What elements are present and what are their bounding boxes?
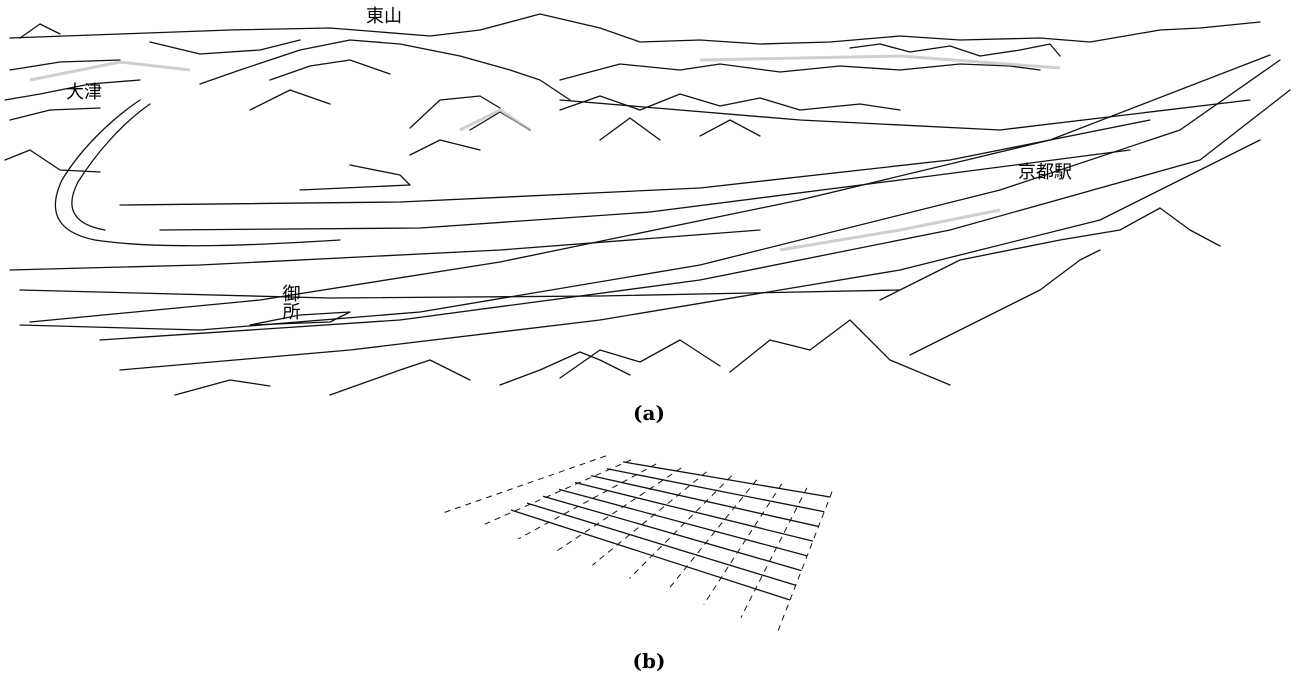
ridge [20, 24, 300, 54]
grid-dashed [518, 464, 656, 539]
grid-solid [575, 483, 813, 542]
ridge [880, 208, 1220, 300]
ridge [560, 320, 950, 385]
label: 大津 [66, 82, 102, 103]
label: 御所 [280, 284, 301, 320]
label: 京都駅 [1018, 162, 1072, 183]
label: 東山 [366, 6, 402, 27]
figure: 東山 大津 京都駅 御所 (a) (b) [0, 0, 1298, 681]
road [30, 55, 1270, 322]
grid-dashed [630, 476, 732, 578]
sketch-b [444, 456, 832, 631]
ridge [10, 14, 1260, 44]
ridge [850, 44, 1060, 56]
grid-dashed [555, 468, 681, 552]
grid-dashed [704, 484, 782, 605]
road [20, 60, 1280, 330]
ridge [250, 60, 390, 110]
river [55, 100, 340, 246]
ridge [910, 250, 1100, 355]
ridge [5, 60, 140, 172]
road [10, 150, 1130, 270]
grid-solid [559, 489, 807, 555]
ridge [600, 118, 760, 140]
grid-dashed [481, 460, 631, 526]
ridge [175, 352, 630, 395]
shading [30, 56, 1060, 250]
sketch-a [5, 14, 1290, 395]
caption: (a) [633, 401, 665, 425]
grid-solid [591, 476, 819, 527]
ridge [560, 94, 900, 110]
caption: (b) [633, 649, 666, 673]
grid-dashed [778, 492, 832, 631]
road [300, 100, 1250, 190]
ridge [200, 40, 570, 100]
road [20, 120, 1150, 298]
ridge [560, 64, 1040, 80]
